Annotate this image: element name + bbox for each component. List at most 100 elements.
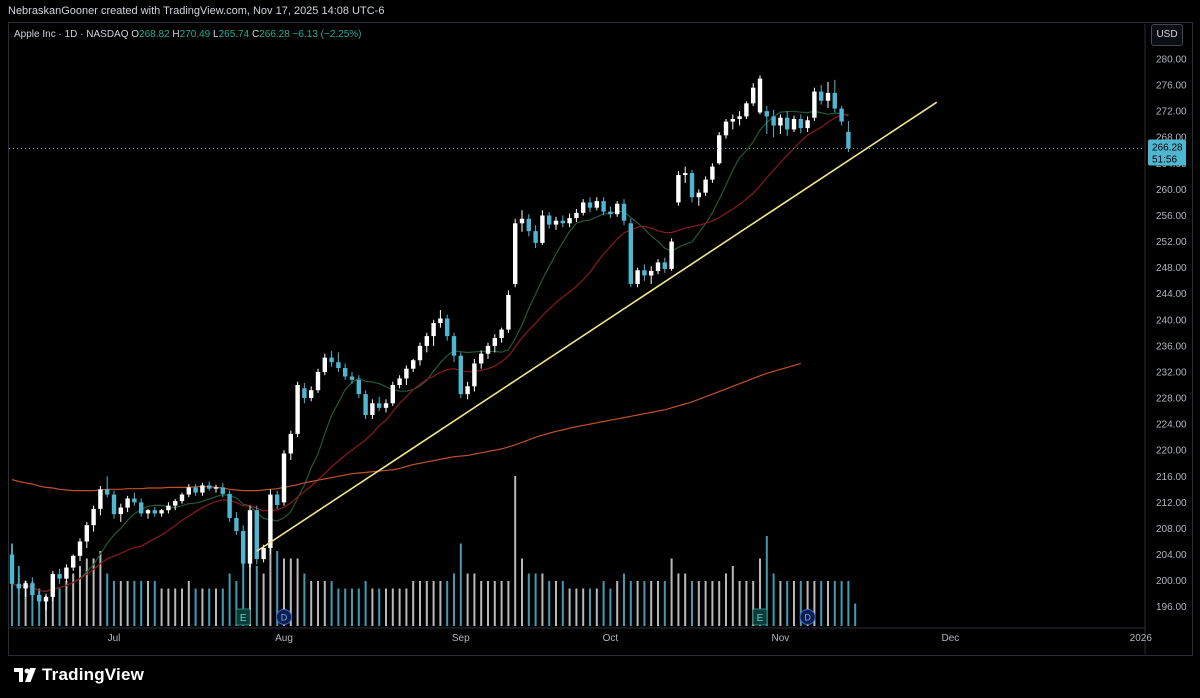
volume-bar [269, 543, 272, 626]
candle-body [615, 203, 620, 215]
candle [819, 85, 824, 105]
candle [288, 430, 293, 460]
candle [77, 538, 83, 562]
chart-frame[interactable] [8, 22, 1193, 656]
candle-body [343, 368, 348, 377]
volume-bar [473, 573, 476, 626]
candle-body [594, 201, 599, 208]
volume-bar [106, 573, 109, 626]
candle-body [424, 336, 429, 346]
candle-body [819, 91, 824, 101]
candle-body [798, 118, 803, 129]
candle-body [485, 345, 491, 354]
volume-bar [92, 558, 95, 626]
y-tick-label: 276.00 [1156, 81, 1187, 92]
trendline [256, 101, 938, 552]
candle [227, 490, 232, 522]
candle [533, 225, 538, 249]
ohlc-change: −6.13 (−2.25%) [292, 29, 362, 40]
candle-body [581, 202, 586, 213]
candle-body [16, 583, 21, 589]
candle-body [186, 487, 191, 495]
earnings-marker [752, 608, 768, 626]
candle [560, 215, 565, 228]
volume-bar [58, 588, 61, 626]
candle [234, 512, 239, 535]
candle [50, 570, 55, 602]
candle [805, 116, 810, 133]
candle [247, 505, 253, 568]
last-price-value: 266.28 [1152, 142, 1183, 153]
candle [621, 199, 627, 226]
volume-bar [663, 581, 666, 626]
candle-body [791, 118, 797, 130]
volume-bar [854, 603, 857, 626]
candle [139, 498, 144, 517]
candle [445, 314, 450, 341]
y-tick-label: 224.00 [1156, 420, 1187, 431]
candle-body [519, 218, 525, 224]
candle-body [669, 241, 674, 269]
brand-footer: TradingView [14, 662, 144, 688]
volume-bar [371, 588, 374, 626]
candle [200, 482, 205, 496]
ohlc-open: 268.82 [139, 29, 170, 40]
volume-bar [453, 573, 455, 626]
candle [785, 111, 790, 136]
volume-bar [85, 558, 88, 626]
candle-body [288, 433, 293, 454]
ohlc-high: 270.49 [179, 29, 211, 40]
volume-bar [752, 581, 755, 626]
volume-bar [507, 581, 510, 626]
candle [574, 208, 579, 222]
volume-bar [711, 581, 714, 626]
ohlc-close: 266.28 [259, 29, 290, 40]
candle-body [411, 360, 416, 369]
candle-body [642, 270, 647, 276]
volume-bar [677, 573, 680, 626]
candle [628, 218, 633, 288]
candle [152, 506, 157, 517]
volume-bar [799, 581, 802, 626]
candle [472, 358, 477, 392]
volume-bar [249, 558, 251, 626]
candle [642, 264, 647, 281]
candle-body [363, 394, 368, 415]
candle-body [696, 192, 701, 198]
chart-caption: NebraskanGooner created with TradingView… [8, 5, 385, 17]
y-tick-label: 280.00 [1156, 55, 1187, 66]
volume-bar [487, 581, 489, 626]
volume-bar [221, 588, 224, 626]
candle-body [213, 487, 219, 489]
candle-body [377, 403, 382, 408]
candle [295, 381, 300, 438]
candle [662, 257, 667, 273]
candle-body [431, 323, 436, 337]
x-tick-label: 2026 [1130, 633, 1153, 644]
candle [506, 290, 511, 333]
last-price-tag [1148, 139, 1186, 166]
candle [710, 163, 715, 183]
volume-bar [439, 581, 442, 626]
volume-bar [555, 581, 557, 626]
candle [513, 218, 518, 288]
candle-body [492, 338, 497, 346]
symbol-legend[interactable]: Apple Inc · 1D · NASDAQ O268.82 H270.49 … [14, 29, 362, 40]
candle-body [71, 555, 76, 568]
volume-bar [113, 581, 115, 626]
candle [547, 212, 552, 229]
candle-body [785, 117, 790, 130]
currency-button[interactable]: USD [1151, 24, 1183, 46]
x-tick-label: Sep [452, 633, 470, 644]
candle-body [261, 548, 266, 560]
volume-bar [425, 581, 428, 626]
candle [105, 476, 110, 498]
y-tick-label: 220.00 [1156, 446, 1187, 457]
volume-bar [255, 566, 258, 626]
candle [798, 114, 803, 134]
candle [254, 505, 259, 565]
candle [268, 489, 273, 555]
candle [383, 399, 389, 413]
candle [825, 81, 831, 108]
